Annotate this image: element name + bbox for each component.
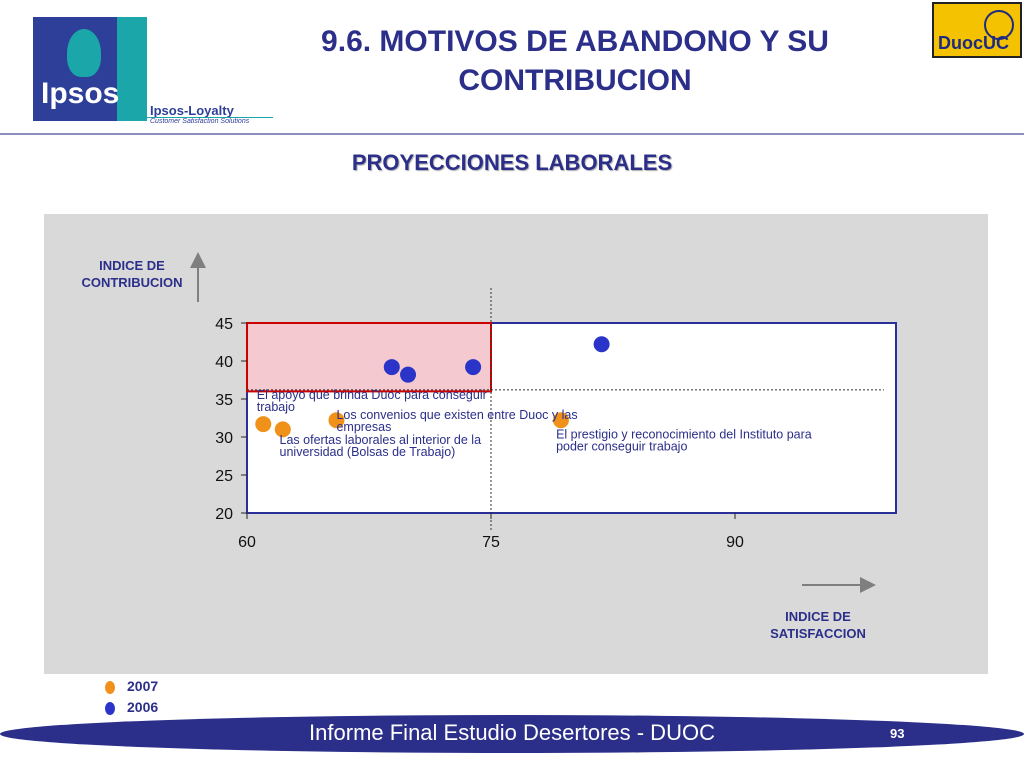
duoc-logo-word: DuocUC [938,33,1009,53]
y-axis-label-line2: CONTRIBUCION [81,275,182,290]
page-title-line1: 9.6. MOTIVOS DE ABANDONO Y SU [321,25,829,58]
footer-band [0,715,1024,753]
highlight-region [246,322,492,393]
data-point-2006 [383,359,400,376]
annotation-0-line1: trabajo [257,400,295,414]
annotation-0-line0: El apoyo que brinda Duoc para conseguir [257,388,487,402]
ipsos-loyalty-tagline: Customer Satisfaction Solutions [150,118,250,125]
legend-label-2006: 2006 [127,699,159,715]
annotation-2-line0: Las ofertas laborales al interior de la [280,433,482,447]
annotation-3-line1: poder conseguir trabajo [556,440,687,454]
annotation-3-line0: El prestigio y reconocimiento del Instit… [556,428,812,442]
x-tick-label: 90 [726,534,744,551]
y-tick-label: 35 [215,392,233,409]
data-point-2007 [255,416,272,433]
legend-marker-2006 [105,701,115,715]
y-tick-label: 45 [215,316,233,333]
ipsos-logo-head-icon [67,29,101,77]
header-divider [0,133,1024,135]
annotation-2-line1: universidad (Bolsas de Trabajo) [280,445,456,459]
footer-text: Informe Final Estudio Desertores - DUOC [309,720,715,745]
annotation-1-line1: empresas [336,420,391,434]
data-point-2007 [328,412,345,429]
page-number: 93 [890,726,905,741]
y-tick-label: 30 [215,430,233,447]
ipsos-logo-word: Ipsos [41,77,120,110]
ipsos-loyalty-name: Ipsos-Loyalty [150,103,234,118]
annotation-1-line0: Los convenios que existen entre Duoc y l… [336,408,577,422]
y-tick-label: 20 [215,506,233,523]
x-axis-label-line1: INDICE DE [785,609,851,624]
data-point-2006 [593,336,610,353]
data-point-2007 [274,421,291,438]
data-point-2006 [400,366,417,383]
legend-item-2007: 2007 [105,678,158,694]
y-axis-label-line1: INDICE DE [99,258,165,273]
legend-label-2007: 2007 [127,678,159,694]
ipsos-logo: Ipsos [33,17,147,121]
page-title: 9.6. MOTIVOS DE ABANDONO Y SU CONTRIBUCI… [270,22,880,100]
x-tick-label: 60 [238,534,256,551]
section-subtitle: PROYECCIONES LABORALES [351,150,673,175]
legend-marker-2007 [105,680,115,694]
ipsos-logo-wedge [117,17,147,121]
data-point-2006 [465,359,482,376]
data-point-2007 [552,412,569,429]
y-tick-label: 40 [215,354,233,371]
ipsos-loyalty-divider [145,117,273,118]
x-tick-label: 75 [482,534,500,551]
plot-area [246,322,897,514]
duoc-seal-icon [984,10,1014,40]
y-tick-label: 25 [215,468,233,485]
x-axis-label-line2: SATISFACCION [770,626,866,641]
page-title-line2: CONTRIBUCION [458,64,692,97]
duoc-logo: DuocUC [932,2,1022,58]
legend-item-2006: 2006 [105,699,158,715]
